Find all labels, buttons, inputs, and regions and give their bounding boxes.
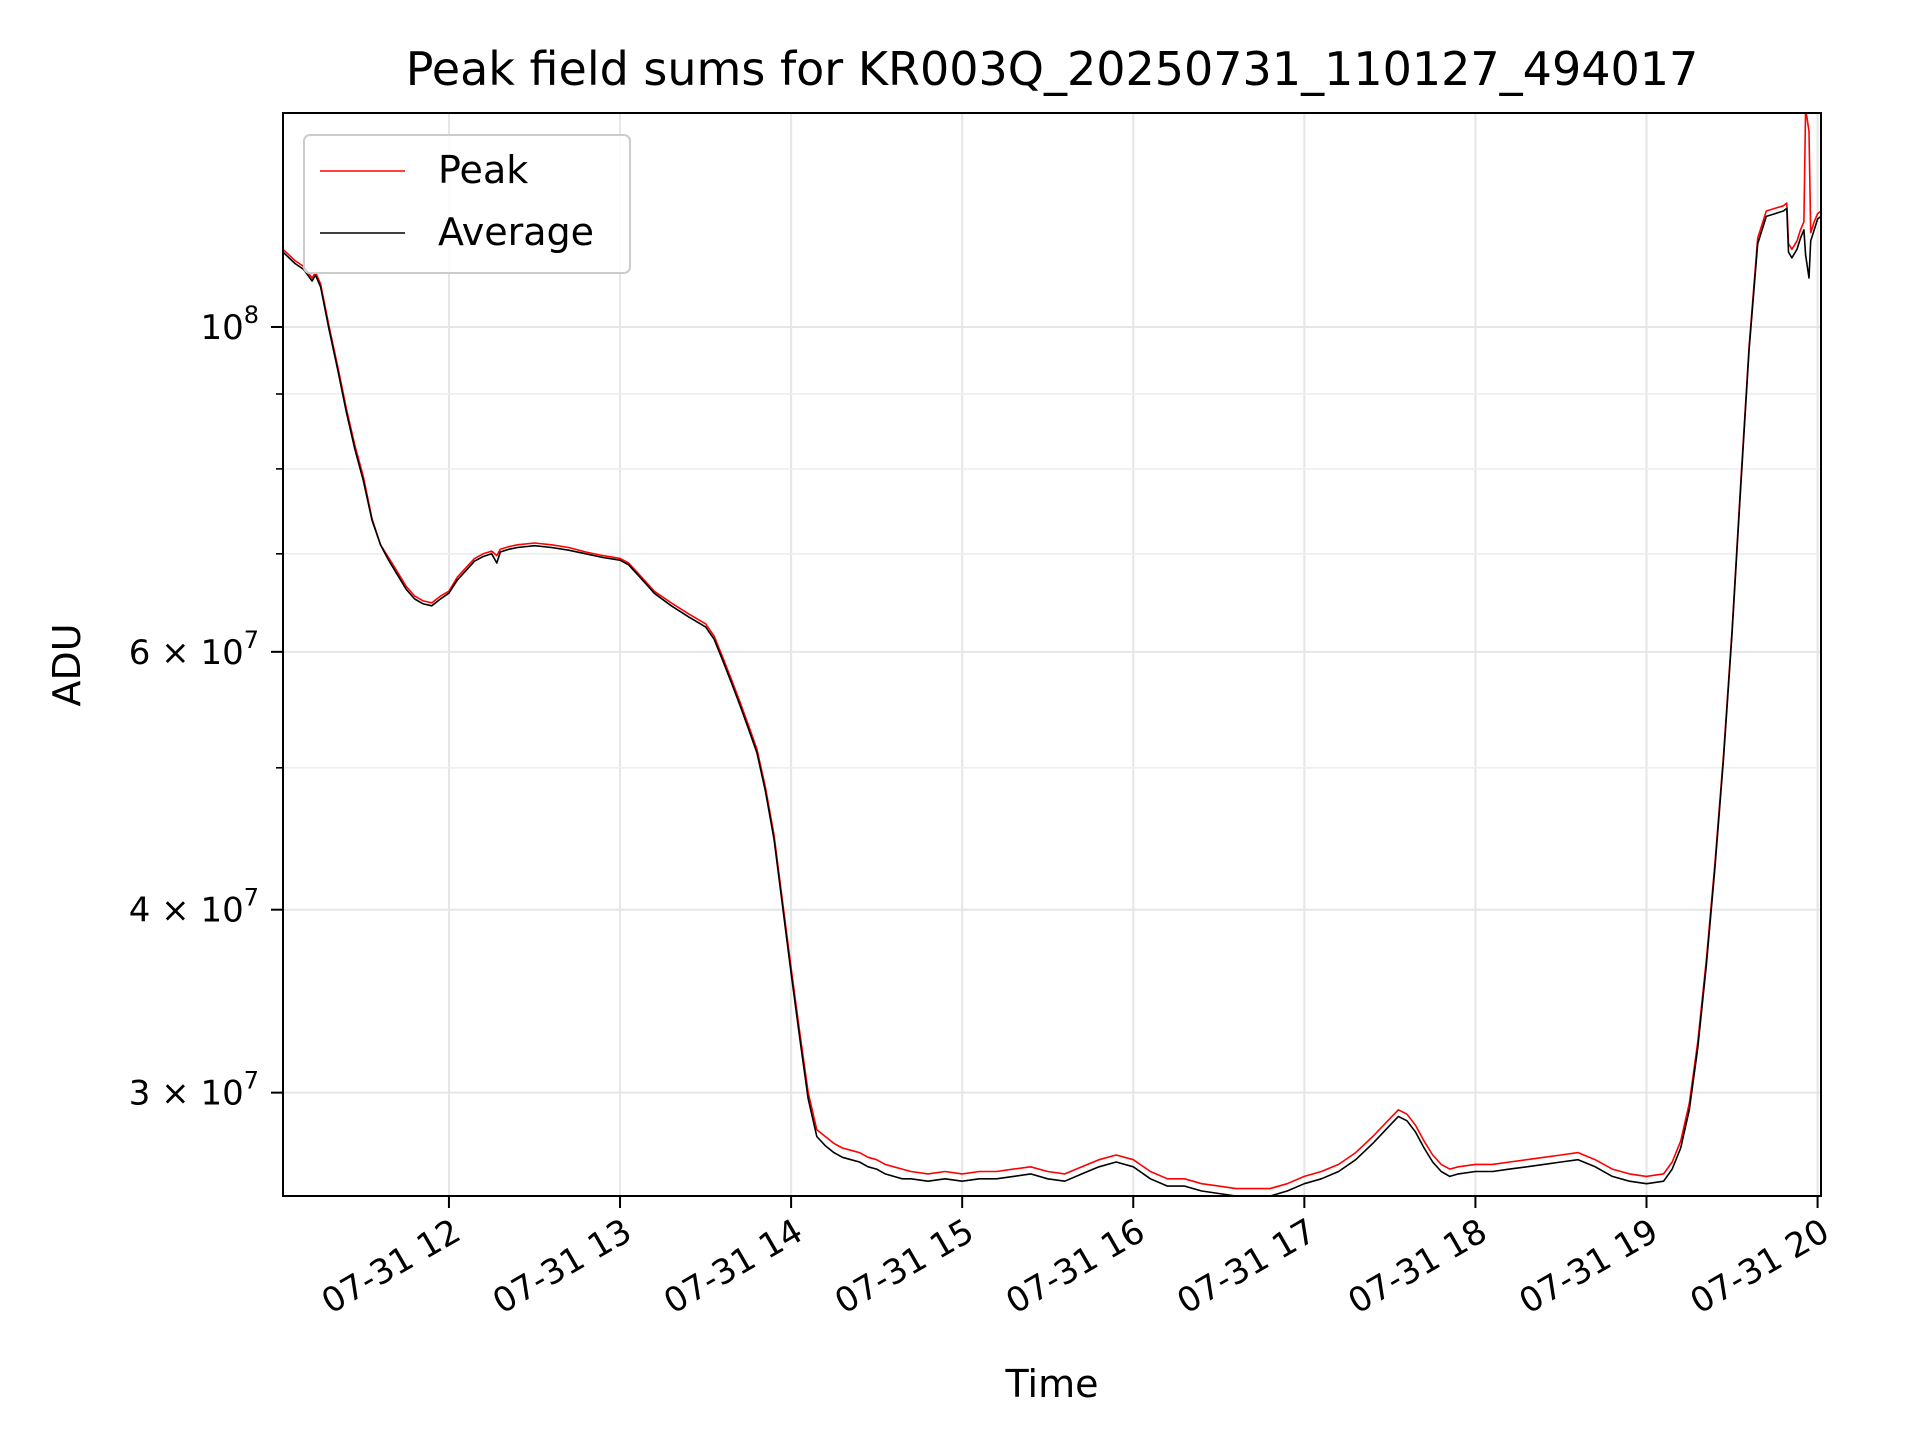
y-tick-label: 108 bbox=[200, 301, 259, 348]
y-tick-label: 6 × 107 bbox=[129, 626, 259, 673]
legend-box bbox=[303, 134, 631, 274]
legend-label-peak: Peak bbox=[438, 148, 528, 192]
plot-frame bbox=[282, 112, 1822, 1197]
series-layer bbox=[283, 113, 1821, 1196]
series-line-average bbox=[283, 207, 1821, 1196]
grid bbox=[283, 113, 1821, 1196]
series-line-peak bbox=[283, 113, 1821, 1190]
y-tick-label: 4 × 107 bbox=[129, 884, 259, 931]
y-axis-label: ADU bbox=[45, 623, 89, 706]
y-tick-label: 3 × 107 bbox=[129, 1067, 259, 1114]
legend-label-average: Average bbox=[438, 210, 594, 254]
legend: Peak Average bbox=[303, 134, 631, 274]
chart-title: Peak field sums for KR003Q_20250731_1101… bbox=[406, 42, 1699, 96]
x-axis-label: Time bbox=[1005, 1362, 1099, 1406]
